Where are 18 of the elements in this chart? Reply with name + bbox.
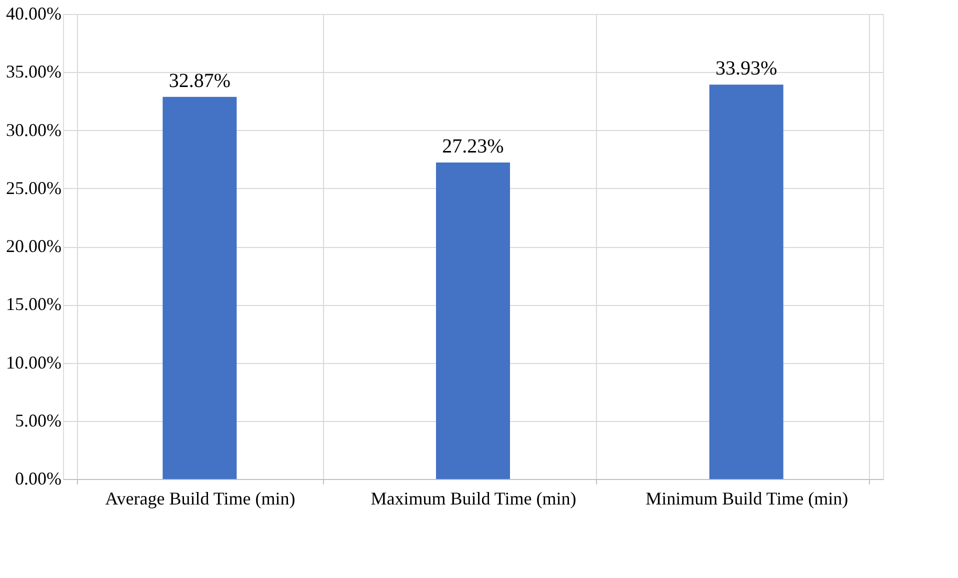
y-tick-label: 0.00% — [15, 468, 62, 488]
bar — [436, 162, 510, 479]
data-label: 32.87% — [168, 70, 231, 92]
y-tick-label: 15.00% — [6, 294, 62, 314]
bar — [162, 96, 237, 479]
y-tick-label: 5.00% — [15, 410, 62, 430]
x-tick-label: Maximum Build Time (min) — [370, 488, 576, 508]
y-tick-label: 30.00% — [6, 120, 62, 140]
y-tick-label: 40.00% — [6, 4, 62, 24]
y-tick-label: 25.00% — [6, 178, 62, 198]
x-tick-label: Average Build Time (min) — [105, 488, 296, 508]
data-label: 27.23% — [442, 135, 504, 158]
y-tick-label: 10.00% — [6, 352, 62, 372]
x-tick-label: Minimum Build Time (min) — [646, 488, 848, 508]
bar — [709, 84, 784, 479]
y-tick-label: 35.00% — [6, 62, 62, 82]
data-label: 33.93% — [715, 58, 778, 80]
y-tick-label: 20.00% — [6, 236, 62, 256]
